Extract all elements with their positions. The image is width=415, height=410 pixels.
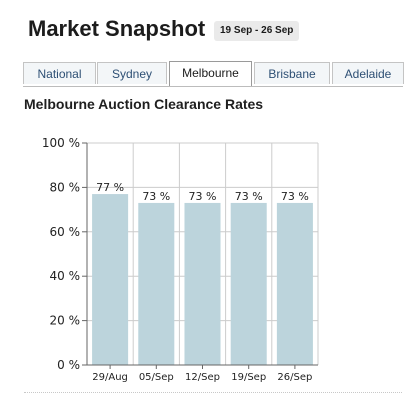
data-label: 73 % <box>281 190 309 203</box>
y-tick-label: 100 % <box>42 136 80 150</box>
tab-brisbane[interactable]: Brisbane <box>254 62 330 84</box>
bar-29-aug <box>92 194 129 365</box>
y-tick-label: 40 % <box>50 269 81 283</box>
y-tick-label: 0 % <box>57 358 80 372</box>
bar-05-sep <box>138 202 175 365</box>
y-tick-label: 20 % <box>50 314 81 328</box>
data-label: 73 % <box>235 190 263 203</box>
bottom-divider <box>24 392 402 393</box>
tab-national[interactable]: National <box>23 62 96 84</box>
header: Market Snapshot 19 Sep - 26 Sep <box>0 0 415 62</box>
x-tick-label: 12/Sep <box>185 372 220 383</box>
x-tick-label: 26/Sep <box>277 372 312 383</box>
city-tabs: National Sydney Melbourne Brisbane Adela… <box>23 61 404 87</box>
bar-19-sep <box>230 202 267 365</box>
data-label: 73 % <box>142 190 170 203</box>
y-tick-label: 80 % <box>50 180 81 194</box>
chart-title: Melbourne Auction Clearance Rates <box>24 96 264 112</box>
bar-26-sep <box>276 202 313 365</box>
y-tick-label: 60 % <box>50 225 81 239</box>
data-label: 77 % <box>96 181 124 194</box>
x-tick-label: 29/Aug <box>92 372 128 383</box>
bar-12-sep <box>184 202 221 365</box>
tab-adelaide[interactable]: Adelaide <box>332 62 404 84</box>
clearance-rate-chart: 0 % 20 % 40 % 60 % 80 % 100 % 77 % 29/Aug 73 % 05… <box>0 120 415 410</box>
date-range-badge: 19 Sep - 26 Sep <box>214 21 300 41</box>
tab-sydney[interactable]: Sydney <box>97 62 167 84</box>
chart-svg: 0 % 20 % 40 % 60 % 80 % 100 % 77 % 29/Aug 73 % 05… <box>42 136 319 383</box>
tab-melbourne[interactable]: Melbourne <box>169 61 252 86</box>
x-tick-label: 19/Sep <box>231 372 266 383</box>
page-title: Market Snapshot <box>28 16 206 41</box>
data-label: 73 % <box>189 190 217 203</box>
x-tick-label: 05/Sep <box>139 372 174 383</box>
